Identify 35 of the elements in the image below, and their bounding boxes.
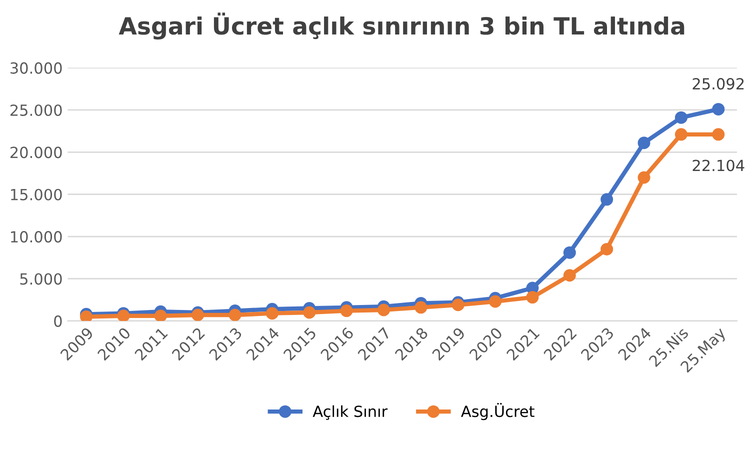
point	[674, 111, 688, 124]
y-tick-label: 0	[54, 315, 62, 327]
y-tick-label: 15.000	[11, 188, 62, 200]
point	[600, 193, 614, 206]
point	[266, 307, 278, 320]
point	[80, 310, 93, 321]
point	[674, 128, 688, 141]
point	[452, 298, 464, 312]
data-label: 22.104	[692, 160, 744, 172]
point	[414, 301, 428, 314]
point	[712, 102, 725, 116]
point	[489, 295, 502, 308]
chart-title: Asgari Ücret açlık sınırının 3 bin TL altında	[118, 12, 684, 40]
point	[563, 269, 576, 282]
point	[638, 171, 650, 184]
y-tick-label: 25.000	[10, 104, 62, 116]
point	[712, 128, 725, 141]
point	[117, 310, 130, 321]
point	[377, 304, 390, 316]
data-label: 25.092	[692, 78, 744, 90]
point	[563, 246, 576, 259]
legend-label: Asg.Ücret	[461, 403, 534, 420]
point	[228, 308, 242, 321]
point	[303, 306, 316, 319]
point	[600, 242, 614, 256]
point	[192, 308, 204, 321]
y-tick-label: 5.000	[20, 273, 62, 285]
point	[340, 304, 353, 318]
point	[638, 136, 650, 150]
y-tick-label: 20.000	[10, 146, 62, 158]
legend-label: Açlık Sınır	[312, 405, 388, 420]
y-tick-label: 30.000	[10, 62, 62, 74]
point	[526, 291, 539, 304]
point	[154, 310, 167, 321]
y-tick-label: 10.000	[11, 231, 62, 243]
